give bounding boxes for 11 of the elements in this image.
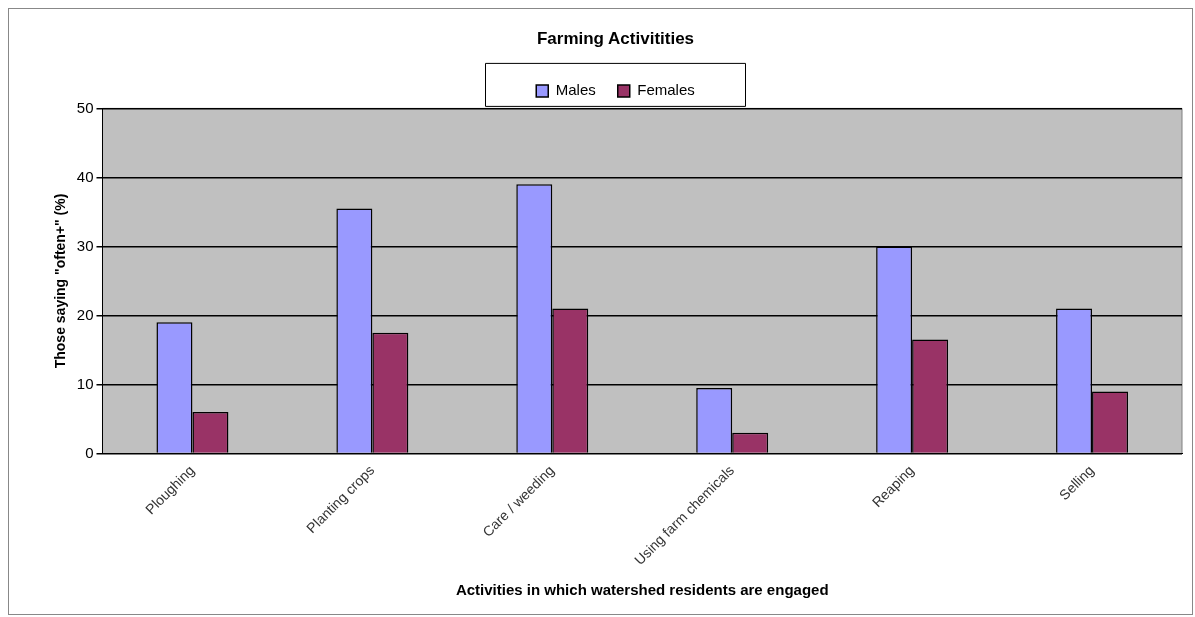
y-axis-title: Those saying "often+" (%) [52,193,69,369]
y-tick-label: 0 [85,443,94,461]
chart-title: Farming Activitities [536,28,695,48]
y-tick-label: 20 [76,305,94,323]
y-tick-label: 40 [76,167,94,185]
y-tick-label: 50 [76,98,94,116]
legend-label: Females [637,81,695,99]
y-tick-label: 30 [76,236,94,254]
legend-label: Males [555,81,596,99]
y-tick-label: 10 [76,374,94,392]
x-axis-title: Activities in which watershed residents are engaged [455,581,829,599]
